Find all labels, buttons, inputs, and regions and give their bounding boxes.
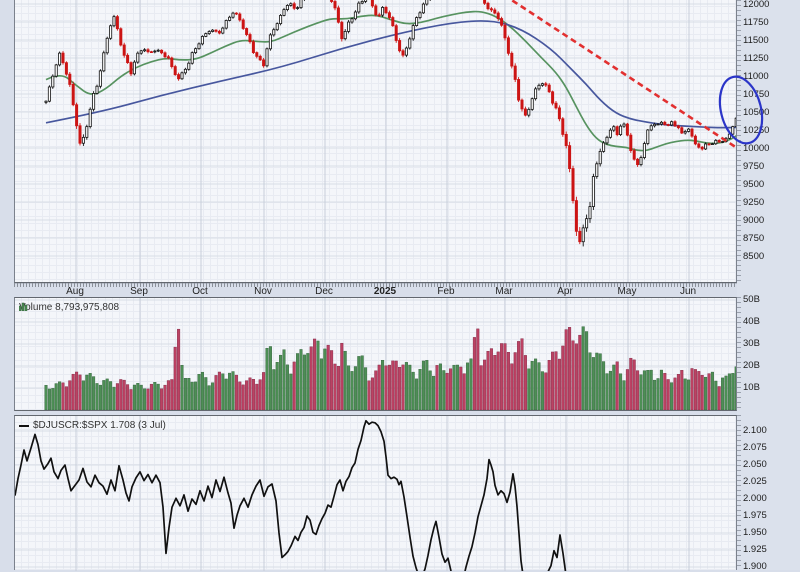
downtrend-line — [509, 0, 736, 149]
month-label: Jun — [679, 286, 697, 297]
y-axis-column: 12000 11750 11500 11250 11000 10750 10500 10250… — [737, 0, 800, 572]
x-axis-ticks — [14, 283, 737, 287]
y-axis-label: 11500 — [743, 35, 769, 46]
minor-ticks — [737, 0, 741, 283]
y-axis-label: 50B — [743, 294, 760, 305]
y-axis-label: 1.950 — [743, 527, 767, 538]
x-axis: AugSepOctNovDec2025FebMarAprMayJunJul — [14, 283, 751, 297]
y-axis-label: 9500 — [743, 179, 765, 190]
y-axis-label: 11750 — [743, 17, 769, 28]
y-axis-label: 9750 — [743, 161, 765, 172]
y-axis-label: 10000 — [743, 143, 770, 154]
ratio-line — [15, 419, 567, 571]
y-axis-label: 20B — [743, 360, 760, 371]
y-axis-label: 2.100 — [743, 425, 767, 436]
candles-layer — [44, 0, 736, 247]
y-axis-label: 9000 — [743, 215, 765, 226]
line-swatch-icon — [19, 424, 29, 427]
ratio-panel: $DJUSCR:$SPX 1.708 (3 Jul) — [14, 415, 737, 571]
volume-chart-canvas — [15, 298, 736, 410]
y-axis-label: 12000 — [743, 0, 770, 10]
month-label: Aug — [66, 286, 84, 297]
month-label: Dec — [315, 286, 333, 297]
y-axis-label: 8750 — [743, 233, 765, 244]
y-axis-label: 11250 — [743, 53, 769, 64]
month-label: May — [617, 286, 637, 297]
minor-ticks — [737, 415, 741, 570]
volume-legend-text: Volume 8,793,975,808 — [19, 302, 120, 313]
y-axis-label: 2.050 — [743, 459, 767, 470]
y-axis-label: 9250 — [743, 197, 765, 208]
y-axis-label: 10B — [743, 382, 760, 393]
y-axis-label: 8500 — [743, 251, 765, 262]
month-label: Sep — [130, 286, 148, 297]
y-axis-label: 2.025 — [743, 476, 767, 487]
y-axis-label: 1.925 — [743, 544, 767, 555]
ma-fast-line — [45, 10, 736, 152]
y-axis-label: 10250 — [743, 125, 770, 136]
volume-legend: Volume 8,793,975,808 — [19, 302, 119, 313]
price-panel — [14, 0, 737, 283]
y-axis-label: 2.000 — [743, 493, 767, 504]
y-axis-label: 40B — [743, 316, 760, 327]
volume-panel: Volume 8,793,975,808 — [14, 297, 737, 411]
y-axis-label: 2.075 — [743, 442, 767, 453]
month-label: 2025 — [373, 286, 397, 297]
ratio-chart-canvas — [15, 416, 736, 571]
ratio-legend-text: $DJUSCR:$SPX 1.708 (3 Jul) — [33, 420, 166, 431]
minor-ticks — [737, 297, 741, 411]
month-label: Nov — [254, 286, 272, 297]
volume-bars-icon — [19, 302, 28, 311]
y-axis-label: 30B — [743, 338, 760, 349]
month-label: Apr — [557, 286, 573, 297]
price-chart-canvas — [15, 0, 736, 282]
y-axis-label: 1.975 — [743, 510, 767, 521]
y-axis-label: 10500 — [743, 107, 770, 118]
month-label: Mar — [495, 286, 513, 297]
y-axis-label: 10750 — [743, 89, 770, 100]
volume-bars-layer — [44, 326, 736, 410]
ratio-legend: $DJUSCR:$SPX 1.708 (3 Jul) — [19, 420, 166, 431]
y-axis-label: 11000 — [743, 71, 769, 82]
month-label: Oct — [192, 286, 208, 297]
y-axis-label: 1.900 — [743, 561, 767, 572]
month-label: Feb — [437, 286, 455, 297]
